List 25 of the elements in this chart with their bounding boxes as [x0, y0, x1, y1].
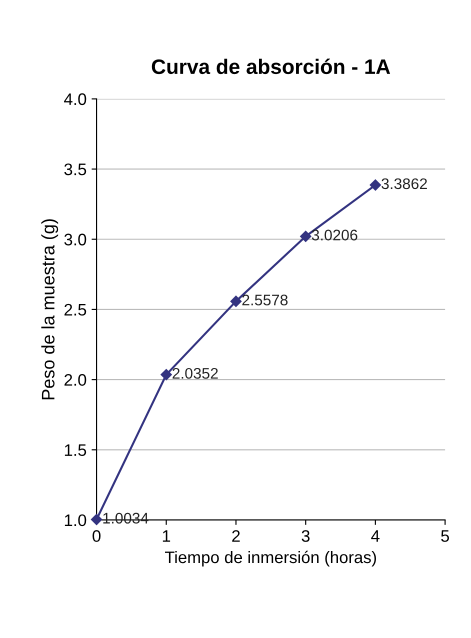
x-tick-label: 2 [232, 530, 240, 542]
data-label: 2.0352 [172, 368, 218, 379]
x-tick-label: 5 [441, 530, 450, 542]
y-tick-label: 1.5 [64, 444, 86, 456]
point [90, 514, 102, 526]
y-tick-label: 3.5 [64, 163, 86, 176]
x-tick-label: 0 [92, 530, 101, 542]
point [230, 296, 242, 307]
chart-title: Curva de absorción - 1A [152, 58, 390, 74]
data-label: 3.0206 [312, 230, 358, 240]
point [300, 230, 312, 242]
y-axis-title: Peso de la muestra (g) [41, 219, 58, 400]
point [370, 179, 381, 191]
y-tick-label: 2.5 [64, 304, 86, 316]
y-tick-label: 3.0 [64, 234, 86, 246]
y-tick-label: 1.0 [64, 514, 86, 526]
y-tick-label: 2.0 [64, 374, 86, 386]
x-tick-label: 1 [162, 530, 170, 542]
x-tick-label: 4 [371, 530, 380, 542]
x-tick-label: 3 [302, 530, 310, 542]
data-label: 2.5578 [242, 294, 288, 306]
point [160, 369, 172, 380]
data-label: 3.3862 [382, 178, 427, 190]
x-axis-title: Tiempo de inmersión (horas) [165, 550, 376, 567]
y-tick-label: 4.0 [64, 93, 86, 106]
